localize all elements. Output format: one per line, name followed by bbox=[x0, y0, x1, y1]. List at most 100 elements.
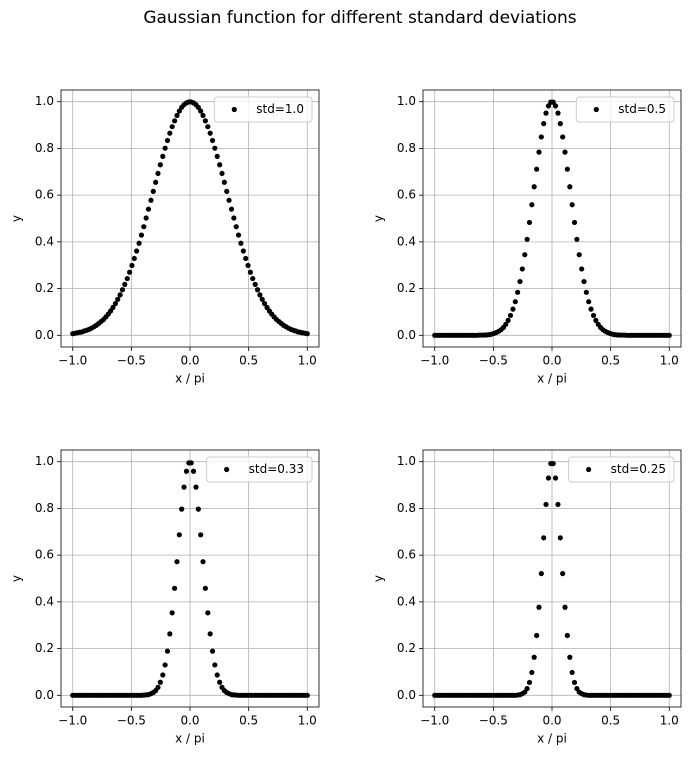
data-point bbox=[205, 124, 211, 130]
data-point bbox=[550, 460, 556, 467]
data-point bbox=[183, 468, 190, 474]
legend-label: std=0.5 bbox=[618, 102, 666, 116]
data-point bbox=[259, 296, 265, 302]
data-point bbox=[212, 145, 218, 151]
data-point bbox=[200, 112, 206, 119]
data-point bbox=[545, 475, 552, 481]
data-point bbox=[543, 501, 549, 508]
data-point bbox=[136, 240, 142, 246]
data-point bbox=[200, 559, 206, 565]
data-point bbox=[526, 219, 533, 226]
data-point bbox=[250, 275, 256, 282]
data-point bbox=[534, 166, 540, 172]
y-tick-label: 1.0 bbox=[397, 454, 416, 468]
data-point bbox=[583, 289, 589, 295]
axes-frame bbox=[422, 89, 682, 348]
data-point bbox=[228, 206, 235, 212]
data-point bbox=[157, 679, 163, 685]
data-point bbox=[153, 179, 159, 185]
data-point bbox=[529, 669, 535, 676]
data-point bbox=[534, 632, 540, 639]
data-point bbox=[562, 604, 568, 610]
data-point bbox=[117, 292, 123, 298]
data-point bbox=[131, 255, 137, 262]
data-point bbox=[181, 484, 187, 490]
data-point bbox=[190, 468, 197, 474]
y-tick-label: 0.2 bbox=[397, 641, 416, 655]
data-point bbox=[164, 648, 171, 654]
data-point bbox=[217, 162, 223, 168]
x-tick-label: −1.0 bbox=[420, 714, 449, 728]
data-point bbox=[202, 118, 208, 124]
data-point bbox=[160, 153, 166, 159]
legend-marker bbox=[224, 466, 230, 473]
data-point bbox=[571, 679, 578, 686]
x-tick-label: 1.0 bbox=[298, 714, 317, 728]
data-point bbox=[541, 535, 547, 541]
y-tick-label: 0.0 bbox=[35, 688, 54, 702]
data-point bbox=[233, 224, 239, 230]
data-point bbox=[217, 679, 223, 685]
legend-marker bbox=[231, 106, 237, 113]
data-point bbox=[560, 570, 566, 577]
data-point bbox=[261, 300, 268, 307]
data-point bbox=[127, 269, 133, 275]
data-point bbox=[552, 103, 559, 109]
x-tick-label: 1.0 bbox=[660, 354, 679, 368]
data-point bbox=[576, 252, 582, 258]
legend-box bbox=[568, 456, 675, 483]
data-point bbox=[536, 149, 542, 155]
data-point bbox=[245, 262, 251, 269]
data-point bbox=[529, 202, 535, 208]
data-point bbox=[231, 215, 237, 221]
data-point bbox=[169, 610, 175, 616]
y-tick-label: 0.8 bbox=[397, 141, 416, 155]
data-point bbox=[574, 236, 580, 242]
data-point bbox=[252, 281, 258, 287]
data-point bbox=[115, 296, 121, 302]
x-tick-label: −0.5 bbox=[479, 714, 508, 728]
data-point bbox=[257, 292, 263, 298]
x-tick-label: −0.5 bbox=[479, 354, 508, 368]
y-axis-label: y bbox=[372, 575, 386, 582]
data-point bbox=[157, 162, 163, 168]
data-point bbox=[138, 232, 145, 238]
data-point bbox=[304, 331, 310, 337]
data-point bbox=[543, 110, 549, 116]
data-point bbox=[247, 269, 253, 275]
data-point bbox=[567, 654, 573, 660]
data-point bbox=[555, 110, 561, 116]
data-point bbox=[571, 219, 578, 226]
data-point bbox=[169, 124, 175, 130]
data-point bbox=[243, 255, 249, 262]
axes-frame bbox=[60, 89, 320, 348]
data-point bbox=[174, 112, 180, 119]
data-point bbox=[588, 306, 594, 312]
data-point bbox=[172, 585, 178, 591]
y-tick-label: 0.0 bbox=[397, 328, 416, 342]
data-point bbox=[150, 188, 156, 194]
data-point bbox=[526, 679, 533, 686]
data-point bbox=[167, 130, 173, 136]
data-point bbox=[195, 506, 201, 512]
data-point bbox=[207, 130, 213, 136]
data-point bbox=[174, 559, 180, 565]
x-axis-label: x / pi bbox=[175, 732, 205, 746]
x-tick-label: 1.0 bbox=[660, 714, 679, 728]
data-point bbox=[510, 306, 516, 312]
y-tick-label: 1.0 bbox=[397, 94, 416, 108]
data-point bbox=[145, 206, 152, 212]
data-point bbox=[557, 121, 563, 127]
y-tick-label: 1.0 bbox=[35, 454, 54, 468]
y-tick-label: 0.4 bbox=[35, 234, 54, 248]
x-tick-label: −0.5 bbox=[117, 714, 146, 728]
x-axis-label: x / pi bbox=[537, 372, 567, 386]
y-tick-label: 0.0 bbox=[397, 688, 416, 702]
data-point bbox=[524, 236, 530, 242]
x-axis-label: x / pi bbox=[537, 732, 567, 746]
data-point bbox=[193, 484, 199, 490]
data-point bbox=[512, 299, 518, 305]
x-tick-label: −1.0 bbox=[58, 714, 87, 728]
data-point bbox=[155, 684, 161, 690]
data-point bbox=[517, 278, 523, 285]
